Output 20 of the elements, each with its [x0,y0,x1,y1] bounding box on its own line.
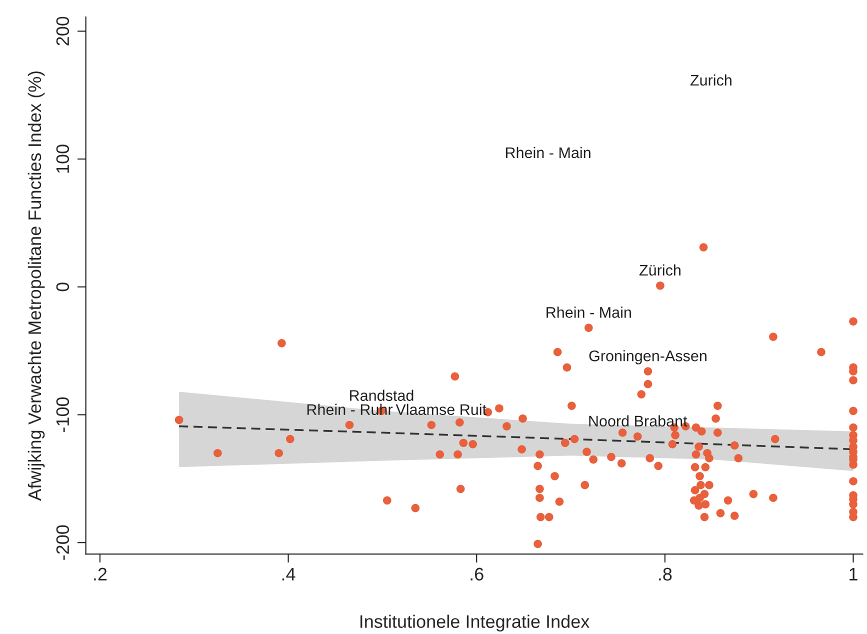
annotation: Randstad [350,390,414,401]
annotation: Noord Brabant [589,415,688,427]
annotation: Groningen-Assen [589,350,706,364]
y-tick-label: -200 [56,525,70,560]
y-tick-label: -100 [56,397,70,432]
annotation: Vlaamse Ruit [396,404,486,416]
annotation: Rhein - Main [546,306,631,318]
y-tick-label: 100 [56,144,70,173]
x-axis-title: Institutionele Integratie Index [360,614,590,632]
y-tick-label: 0 [56,282,70,292]
annotation: Rhein - Main [506,146,590,158]
x-tick-label: .6 [470,568,484,581]
y-axis-title: Afwijking Verwachte Metropolitane Functies Index (%) [28,71,45,501]
x-tick-label: .2 [94,568,107,580]
x-tick-label: .4 [282,568,296,580]
x-tick-label: .8 [659,568,672,581]
annotation: Zürich [639,264,680,276]
x-tick-label: 1 [850,568,858,580]
annotation: Zurich [690,74,732,86]
y-tick-label: 200 [56,16,70,46]
